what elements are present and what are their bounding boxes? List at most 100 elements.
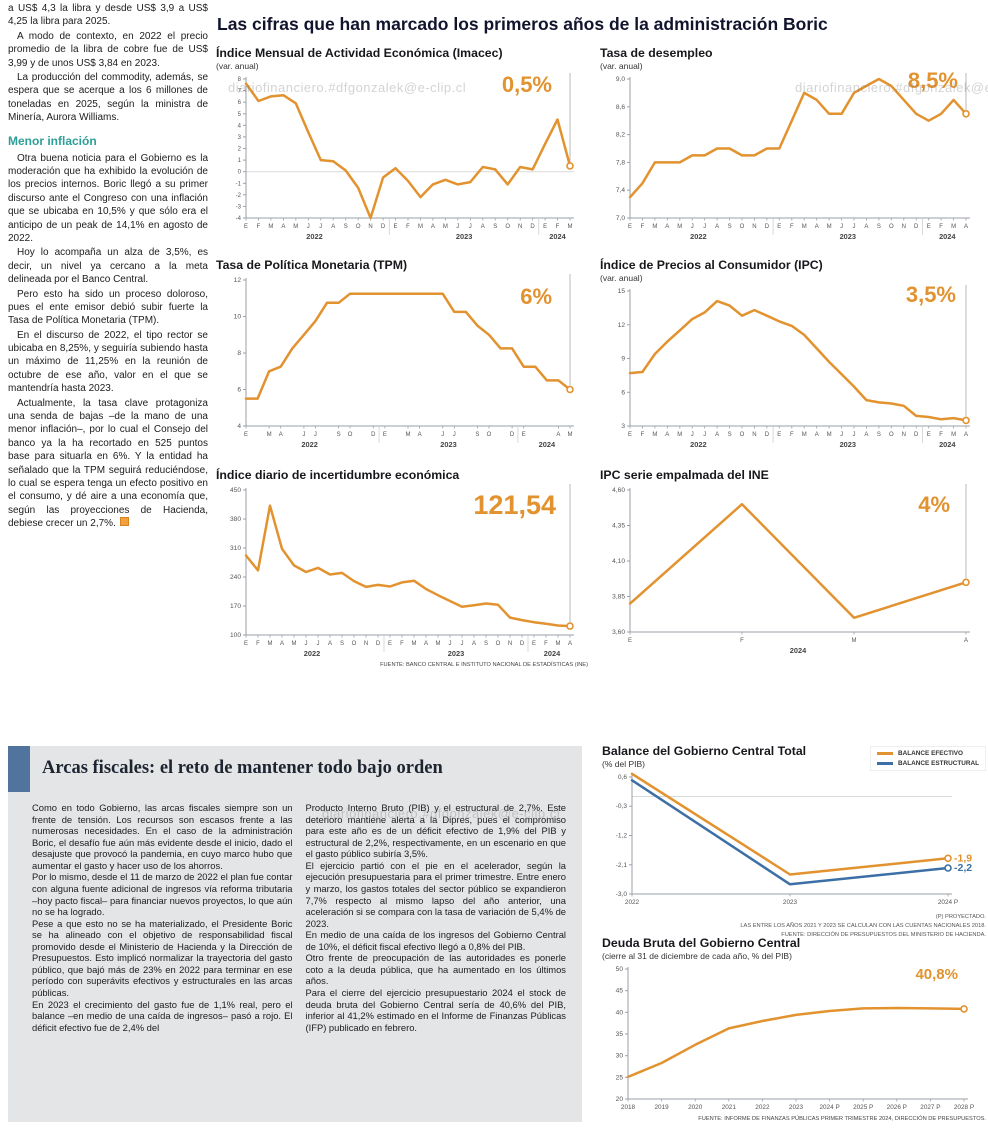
svg-text:A: A [665,432,669,438]
svg-text:E: E [628,224,632,230]
imacec-chart-title: Índice Mensual de Actividad Económica (I… [216,46,503,60]
fiscal-paragraph: Producto Interno Bruto (PIB) y el estruc… [305,802,567,860]
svg-text:S: S [493,224,497,230]
svg-text:F: F [939,224,943,230]
svg-text:A: A [481,224,485,230]
svg-text:7,0: 7,0 [616,215,625,222]
svg-text:2021: 2021 [722,1104,737,1111]
svg-text:J: J [314,432,317,438]
balance-chart-subtitle: (% del PIB) [602,759,645,770]
svg-text:F: F [256,641,260,647]
svg-text:J: J [441,432,444,438]
svg-text:M: M [951,432,956,438]
uncertainty-chart-title: Índice diario de incertidumbre económica [216,468,460,482]
fiscal-column-2: Producto Interno Bruto (PIB) y el estruc… [306,802,567,1033]
svg-text:2025 P: 2025 P [853,1104,873,1111]
svg-text:O: O [348,432,353,438]
svg-text:8: 8 [237,350,241,357]
svg-text:F: F [641,432,645,438]
article-paragraph-text: Actualmente, la tasa clave protagoniza u… [8,397,208,530]
svg-text:-4: -4 [236,216,242,222]
svg-text:8: 8 [238,77,242,83]
fiscal-paragraph: Para el cierre del ejercicio presupuesta… [305,987,567,1033]
svg-text:N: N [368,224,372,230]
uncertainty-chart-source: FUENTE: BANCO CENTRAL E INSTITUTO NACION… [380,662,588,668]
svg-text:J: J [453,432,456,438]
svg-text:M: M [267,432,272,438]
svg-text:M: M [827,224,832,230]
ipc-ine-latest-value: 4% [918,492,950,517]
tpm-plot-area: 12 10 8 6 4 E M A J J S O D E M A J J S O D E A M 2022 2023 2024 [216,272,588,452]
ipc-chart-title: Índice de Precios al Consumidor (IPC) [600,258,823,272]
svg-text:J: J [691,432,694,438]
svg-text:A: A [280,641,284,647]
svg-text:9: 9 [621,356,625,363]
svg-text:380: 380 [230,516,241,523]
svg-text:O: O [740,224,745,230]
svg-text:E: E [522,432,526,438]
svg-text:D: D [914,432,919,438]
svg-text:9,0: 9,0 [616,76,625,83]
svg-text:0: 0 [238,170,242,176]
svg-text:M: M [652,432,657,438]
svg-text:O: O [496,641,501,647]
svg-text:A: A [864,432,868,438]
svg-text:50: 50 [616,966,624,973]
svg-text:J: J [840,224,843,230]
ipc-ine-plot-area: 4,60 4,35 4,10 3,85 3,60 E F M A 2024 [600,482,984,658]
svg-text:S: S [475,432,479,438]
svg-text:O: O [889,432,894,438]
svg-text:M: M [556,641,561,647]
svg-text:-1: -1 [236,181,242,187]
svg-text:A: A [424,641,428,647]
svg-text:A: A [964,224,968,230]
svg-text:A: A [715,432,719,438]
svg-text:F: F [400,641,404,647]
svg-text:N: N [508,641,512,647]
svg-text:30: 30 [616,1053,624,1060]
svg-text:2023: 2023 [840,440,856,449]
svg-text:A: A [815,224,819,230]
svg-text:S: S [337,432,341,438]
svg-text:A: A [568,641,572,647]
imacec-chart-subtitle: (var. anual) [216,61,259,72]
svg-text:2022: 2022 [690,440,706,449]
svg-text:O: O [352,641,357,647]
svg-text:2023: 2023 [456,232,472,241]
fiscal-paragraph: Por lo mismo, desde el 11 de marzo de 20… [32,871,293,918]
svg-text:2026 P: 2026 P [887,1104,907,1111]
svg-text:2027 P: 2027 P [920,1104,940,1111]
svg-text:2024: 2024 [539,440,556,449]
svg-text:2020: 2020 [688,1104,703,1111]
svg-text:D: D [520,641,525,647]
svg-text:6: 6 [621,389,625,396]
svg-text:7,4: 7,4 [616,187,625,194]
svg-text:2024 P: 2024 P [938,899,958,906]
svg-text:M: M [652,224,657,230]
svg-text:A: A [715,224,719,230]
svg-text:A: A [864,224,868,230]
svg-text:A: A [431,224,435,230]
svg-text:J: J [703,224,706,230]
svg-text:12: 12 [234,277,242,284]
svg-text:M: M [268,224,273,230]
imacec-latest-value: 0,5% [501,72,552,97]
debt-plot-area: 50 45 40 35 30 25 20 2018 2019 2020 2021 2022 2023 20… [602,961,986,1115]
svg-text:E: E [777,224,781,230]
svg-text:2028 P: 2028 P [954,1104,974,1111]
svg-text:O: O [505,224,510,230]
svg-text:F: F [556,224,560,230]
estructural-legend-label: BALANCE ESTRUCTURAL [898,760,979,767]
left-article-column: a US$ 4,3 la libra y desde US$ 3,9 a US$… [8,2,208,532]
unemployment-chart-subtitle: (var. anual) [600,61,643,72]
svg-text:O: O [889,224,894,230]
svg-text:-2,2: -2,2 [954,862,972,874]
svg-text:D: D [510,432,515,438]
svg-text:4,60: 4,60 [612,487,625,494]
svg-text:4,10: 4,10 [612,558,625,565]
svg-text:A: A [418,432,422,438]
svg-text:O: O [487,432,492,438]
svg-text:2022: 2022 [301,440,317,449]
imacec-chart: Índice Mensual de Actividad Económica (I… [216,46,588,244]
